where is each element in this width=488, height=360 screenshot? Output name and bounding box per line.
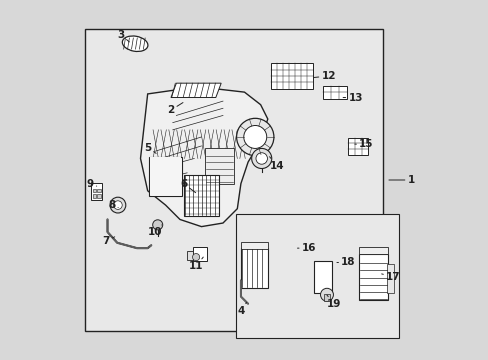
Text: 19: 19 — [326, 295, 341, 309]
Text: 16: 16 — [297, 243, 316, 253]
Text: 6: 6 — [180, 179, 195, 193]
Text: 18: 18 — [336, 257, 355, 267]
Text: 10: 10 — [147, 225, 162, 237]
Bar — [324, 294, 329, 301]
Bar — [93, 194, 96, 198]
Bar — [93, 189, 96, 192]
Bar — [348, 138, 367, 155]
Bar — [241, 242, 267, 249]
Text: 4: 4 — [237, 302, 246, 316]
Circle shape — [152, 220, 163, 230]
Text: 9: 9 — [86, 179, 97, 189]
Text: 5: 5 — [144, 143, 156, 153]
Bar — [187, 251, 192, 260]
Bar — [97, 189, 101, 192]
Bar — [241, 248, 267, 288]
Bar — [323, 86, 346, 99]
Polygon shape — [171, 83, 221, 98]
Circle shape — [244, 126, 266, 148]
Bar — [314, 261, 331, 293]
Text: 3: 3 — [117, 30, 129, 42]
Circle shape — [236, 118, 273, 156]
Bar — [235, 214, 398, 338]
Text: 14: 14 — [269, 157, 284, 171]
Text: 13: 13 — [343, 93, 362, 103]
Text: 8: 8 — [108, 200, 118, 210]
Bar — [359, 247, 387, 254]
Bar — [150, 157, 181, 195]
Bar — [271, 63, 312, 89]
Circle shape — [255, 153, 267, 164]
Text: 12: 12 — [313, 71, 335, 81]
Circle shape — [110, 197, 125, 213]
Circle shape — [113, 201, 122, 210]
Text: 11: 11 — [188, 257, 203, 271]
Polygon shape — [140, 87, 267, 226]
Bar — [91, 183, 102, 200]
Bar — [386, 264, 394, 293]
Circle shape — [192, 253, 199, 261]
Bar — [85, 30, 382, 330]
Text: 2: 2 — [167, 103, 183, 115]
Text: 1: 1 — [388, 175, 414, 185]
Bar — [192, 247, 206, 261]
Bar — [183, 175, 219, 216]
Bar — [97, 194, 101, 198]
Bar — [149, 157, 182, 196]
Bar — [204, 148, 233, 184]
Text: 15: 15 — [354, 139, 373, 149]
Circle shape — [251, 148, 271, 168]
Bar — [359, 253, 387, 300]
Text: 7: 7 — [102, 236, 115, 246]
Circle shape — [320, 288, 333, 301]
Text: 17: 17 — [381, 272, 400, 282]
Ellipse shape — [122, 36, 147, 51]
